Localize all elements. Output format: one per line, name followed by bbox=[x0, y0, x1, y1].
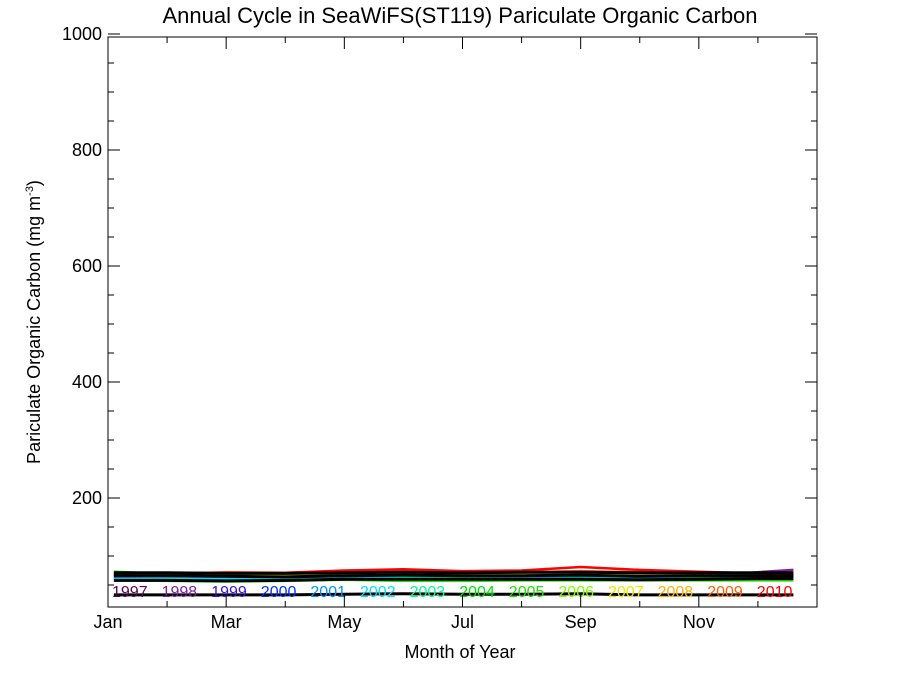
x-tick-label: Jul bbox=[451, 612, 474, 632]
legend-label-1999: 1999 bbox=[211, 584, 247, 601]
x-tick-label: Jan bbox=[93, 612, 122, 632]
legend-label-2001: 2001 bbox=[310, 584, 346, 601]
legend-label-1997: 1997 bbox=[112, 584, 148, 601]
legend-label-2006: 2006 bbox=[558, 584, 594, 601]
y-tick-label: 400 bbox=[72, 372, 102, 392]
legend-label-2002: 2002 bbox=[360, 584, 396, 601]
summary-line-mean-minus bbox=[113, 577, 794, 583]
legend-label-2009: 2009 bbox=[707, 584, 743, 601]
legend-label-2010: 2010 bbox=[757, 584, 793, 601]
plot-frame bbox=[107, 36, 818, 608]
chart-title: Annual Cycle in SeaWiFS(ST119) Pariculat… bbox=[162, 3, 757, 28]
x-tick-label: Nov bbox=[683, 612, 715, 632]
summary-line-mean bbox=[113, 573, 794, 579]
y-tick-label: 1000 bbox=[62, 24, 102, 44]
y-tick-label: 200 bbox=[72, 488, 102, 508]
legend-label-2005: 2005 bbox=[509, 584, 545, 601]
legend-label-2008: 2008 bbox=[658, 584, 694, 601]
series-group bbox=[113, 565, 794, 597]
y-axis-label: Pariculate Organic Carbon (mg m-3) bbox=[24, 180, 44, 464]
y-tick-label: 600 bbox=[72, 256, 102, 276]
legend: 1997 1998 1999 2000 2001 2002 2003 2004 2005 2006… bbox=[112, 584, 792, 601]
legend-label-2000: 2000 bbox=[261, 584, 297, 601]
x-tick-label: Sep bbox=[565, 612, 597, 632]
summary-line-min bbox=[113, 592, 794, 597]
legend-label-2007: 2007 bbox=[608, 584, 644, 601]
legend-label-2004: 2004 bbox=[459, 584, 495, 601]
x-axis-label: Month of Year bbox=[404, 642, 515, 662]
legend-label-1998: 1998 bbox=[162, 584, 198, 601]
legend-label-2003: 2003 bbox=[410, 584, 446, 601]
x-tick-label: May bbox=[327, 612, 361, 632]
summary-line-mean-plus bbox=[113, 570, 794, 575]
y-tick-label: 800 bbox=[72, 140, 102, 160]
x-tick-label: Mar bbox=[211, 612, 242, 632]
axes: Jan Mar May Jul Sep Nov 200 400 600 800 1000 bbox=[62, 24, 817, 632]
